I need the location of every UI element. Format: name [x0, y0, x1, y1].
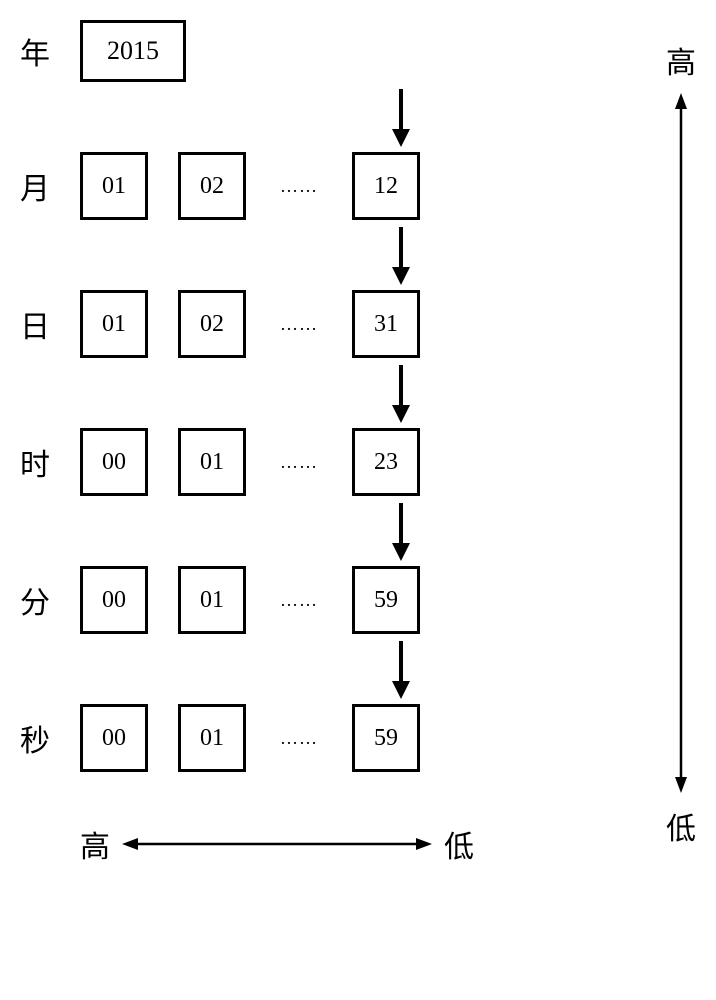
value-box: 00 [80, 566, 148, 634]
value-box: 23 [352, 428, 420, 496]
horizontal-axis-left-label: 高 [80, 822, 110, 866]
value-box: 01 [178, 566, 246, 634]
row-label: 年 [20, 29, 80, 73]
row-label: 日 [20, 302, 80, 346]
arrow-down-icon [105, 358, 696, 428]
value-box: 01 [80, 152, 148, 220]
value-box: 01 [80, 290, 148, 358]
ellipsis: …… [276, 728, 322, 749]
horizontal-axis-right-label: 低 [444, 822, 474, 866]
rows-area: 年2015 月0102……12 日0102……31 时0001……23 分000… [20, 20, 696, 772]
value-box: 01 [178, 428, 246, 496]
row-label: 秒 [20, 716, 80, 760]
row-boxes: 00 01 …… 59 [80, 566, 420, 634]
hierarchy-row: 秒00 01 …… 59 [20, 704, 696, 772]
row-boxes: 00 01 …… 23 [80, 428, 420, 496]
row-boxes: 2015 [80, 20, 186, 82]
value-box: 00 [80, 704, 148, 772]
value-box: 2015 [80, 20, 186, 82]
row-boxes: 01 02 …… 12 [80, 152, 420, 220]
row-boxes: 01 02 …… 31 [80, 290, 420, 358]
ellipsis: …… [276, 590, 322, 611]
row-label: 分 [20, 578, 80, 622]
value-box: 00 [80, 428, 148, 496]
ellipsis: …… [276, 176, 322, 197]
hierarchy-row: 时00 01 …… 23 [20, 428, 696, 496]
value-box: 12 [352, 152, 420, 220]
vertical-axis-bottom-label: 低 [666, 804, 696, 848]
ellipsis: …… [276, 314, 322, 335]
value-box: 02 [178, 152, 246, 220]
hierarchy-row: 年2015 [20, 20, 696, 82]
value-box: 59 [352, 566, 420, 634]
row-boxes: 00 01 …… 59 [80, 704, 420, 772]
value-box: 59 [352, 704, 420, 772]
row-label: 月 [20, 164, 80, 208]
arrow-down-icon [105, 220, 696, 290]
hierarchy-row: 分00 01 …… 59 [20, 566, 696, 634]
horizontal-axis: 高 低 [80, 822, 696, 866]
arrow-down-icon [105, 496, 696, 566]
ellipsis: …… [276, 452, 322, 473]
arrow-down-icon [105, 634, 696, 704]
hierarchy-row: 月01 02 …… 12 [20, 152, 696, 220]
value-box: 01 [178, 704, 246, 772]
arrow-down-icon [105, 82, 696, 152]
horizontal-double-arrow [122, 836, 432, 852]
value-box: 31 [352, 290, 420, 358]
value-box: 02 [178, 290, 246, 358]
hierarchy-row: 日01 02 …… 31 [20, 290, 696, 358]
diagram-container: 高 低 年2015 月0102……12 日0102……31 时0001……23 … [20, 20, 696, 866]
row-label: 时 [20, 440, 80, 484]
